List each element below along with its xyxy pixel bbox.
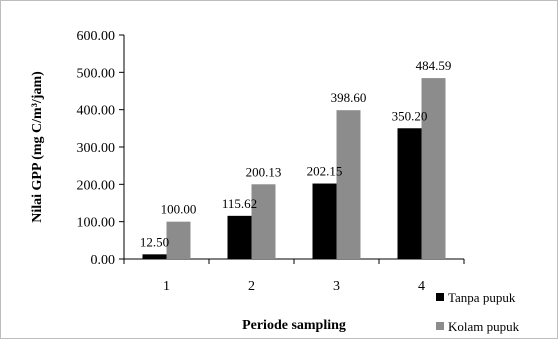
y-tick-label: 400.00 bbox=[77, 104, 116, 119]
bars bbox=[142, 78, 446, 260]
bar-kolam-pupuk-1 bbox=[166, 221, 191, 259]
legend-swatch-kolam-pupuk bbox=[436, 322, 444, 330]
bar-tanpa-pupuk-2 bbox=[227, 215, 252, 259]
y-tick-label: 500.00 bbox=[77, 66, 116, 81]
y-tick-label: 600.00 bbox=[77, 29, 116, 44]
bar-tanpa-pupuk-4 bbox=[397, 128, 422, 259]
x-tick-label: 3 bbox=[333, 279, 340, 294]
x-tick-label: 4 bbox=[418, 279, 425, 294]
legend: Tanpa pupuk Kolam pupuk bbox=[436, 290, 520, 334]
bar-kolam-pupuk-3 bbox=[336, 110, 361, 259]
legend-swatch-tanpa-pupuk bbox=[436, 293, 444, 301]
data-label-tanpa-pupuk-4: 350.20 bbox=[392, 108, 428, 123]
bar-kolam-pupuk-2 bbox=[251, 184, 276, 259]
data-labels: 12.50 115.62 202.15 350.20 100.00 200.13 398.6… bbox=[140, 58, 452, 249]
legend-label-tanpa-pupuk: Tanpa pupuk bbox=[448, 290, 516, 305]
y-tick-label: 100.00 bbox=[77, 216, 116, 231]
data-label-tanpa-pupuk-2: 115.62 bbox=[222, 196, 257, 211]
y-tick-label: 200.00 bbox=[77, 178, 116, 193]
data-label-kolam-pupuk-1: 100.00 bbox=[161, 202, 197, 217]
x-axis-title: Periode sampling bbox=[242, 318, 346, 333]
bar-tanpa-pupuk-3 bbox=[312, 183, 337, 259]
legend-label-kolam-pupuk: Kolam pupuk bbox=[448, 319, 520, 334]
data-label-kolam-pupuk-2: 200.13 bbox=[246, 164, 282, 179]
y-tick-label: 300.00 bbox=[77, 141, 116, 156]
data-label-kolam-pupuk-4: 484.59 bbox=[416, 58, 452, 73]
x-tick-label: 2 bbox=[248, 279, 255, 294]
x-tick-label: 1 bbox=[163, 279, 170, 294]
y-axis: 0.00 100.00 200.00 300.00 400.00 500.00 600.00 bbox=[77, 29, 125, 268]
data-label-kolam-pupuk-3: 398.60 bbox=[331, 90, 367, 105]
data-label-tanpa-pupuk-3: 202.15 bbox=[307, 164, 343, 179]
bar-tanpa-pupuk-1 bbox=[142, 254, 167, 259]
bar-kolam-pupuk-4 bbox=[421, 78, 446, 260]
data-label-tanpa-pupuk-1: 12.50 bbox=[140, 234, 169, 249]
y-tick-label: 0.00 bbox=[91, 253, 116, 268]
x-axis: 1 2 3 4 bbox=[123, 258, 465, 294]
y-axis-title: Nilai GPP (mg C/m³/jam) bbox=[30, 71, 45, 223]
